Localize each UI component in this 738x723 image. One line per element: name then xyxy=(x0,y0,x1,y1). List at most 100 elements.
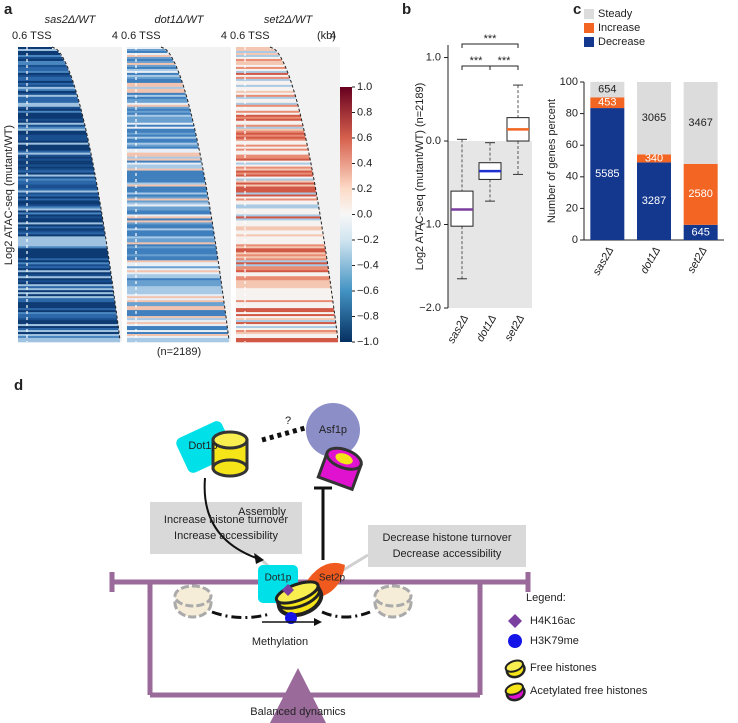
heatmap-row xyxy=(127,116,192,120)
heatmap-row xyxy=(127,318,227,321)
heatmap-row xyxy=(127,238,215,241)
arrow xyxy=(203,477,263,561)
heatmap-title: set2Δ/WT xyxy=(264,14,314,26)
tick-label: −0.4 xyxy=(357,259,379,271)
heatmap-row xyxy=(18,246,108,249)
heatmap-row xyxy=(18,278,112,281)
heatmap-row xyxy=(18,288,114,291)
heatmap-row xyxy=(236,260,328,263)
heatmap-row xyxy=(236,288,332,291)
panel-letter: b xyxy=(402,1,411,18)
tick-label: 0.0 xyxy=(357,208,372,220)
legend-diamond xyxy=(508,614,522,628)
heatmap-row xyxy=(236,336,338,339)
heatmap-row xyxy=(18,252,108,255)
heatmap-row xyxy=(127,270,220,273)
heatmap-row xyxy=(18,112,82,116)
h4k16ac-mark xyxy=(282,584,294,596)
heatmap-row xyxy=(18,260,110,263)
heatmap-row xyxy=(18,318,118,321)
legend-swatch xyxy=(584,23,594,33)
heatmap-row xyxy=(236,144,308,147)
heatmap-row xyxy=(236,180,315,183)
data-label: 645 xyxy=(691,226,709,238)
heatmap-row xyxy=(18,76,72,80)
heatmap-row xyxy=(236,214,320,217)
heatmap-row xyxy=(236,318,336,321)
heatmap-row xyxy=(127,82,183,86)
heatmap-row xyxy=(127,216,212,219)
heatmap-row xyxy=(127,47,161,50)
heatmap-row xyxy=(127,176,205,179)
label: Balanced dynamics xyxy=(250,706,346,718)
heatmap-row xyxy=(127,78,182,82)
axis-label: 0.6 TSS xyxy=(121,30,161,42)
heatmap-row xyxy=(236,256,327,259)
heatmap-row xyxy=(18,100,79,104)
heatmap-row xyxy=(236,246,326,249)
heatmap-row xyxy=(18,270,111,273)
heatmap-row xyxy=(236,74,289,78)
label: Increase accessibility xyxy=(174,530,278,542)
annotation: *** xyxy=(484,33,498,45)
legend-acetyl xyxy=(504,682,526,702)
dna xyxy=(321,610,371,619)
heatmap-row xyxy=(127,92,186,96)
heatmap-row xyxy=(127,70,179,74)
heatmap-row xyxy=(127,122,194,126)
heatmap-row xyxy=(127,248,217,251)
panel-letter: c xyxy=(573,1,581,18)
heatmap-row xyxy=(18,58,64,62)
heatmap-row xyxy=(18,56,63,60)
bar-segment xyxy=(590,108,625,240)
heatmap-row xyxy=(18,206,101,209)
bar-segment xyxy=(637,154,671,163)
heatmap-row xyxy=(236,104,298,108)
bar-segment xyxy=(637,162,671,240)
heatmap-row xyxy=(236,170,313,173)
heatmap-row xyxy=(18,78,73,82)
heatmap-row xyxy=(18,248,108,251)
tick-label: 1.0 xyxy=(426,51,441,63)
heatmap-row xyxy=(127,50,168,54)
heatmap-row xyxy=(236,50,277,54)
heatmap-title: sas2Δ/WT xyxy=(45,14,97,26)
heatmap-row xyxy=(127,132,196,136)
heatmap-row xyxy=(236,94,296,98)
heatmap-row xyxy=(236,270,329,273)
unit: (kb) xyxy=(317,30,336,42)
heatmap-row xyxy=(18,316,117,319)
heatmap-row xyxy=(236,78,291,82)
heatmap-row xyxy=(236,47,270,50)
heatmap-row xyxy=(127,302,225,305)
heatmap-row xyxy=(18,258,109,261)
heatmap-row xyxy=(18,330,119,333)
heatmap-row xyxy=(236,254,327,257)
heatmap-row xyxy=(236,64,285,68)
heatmap-row xyxy=(18,314,117,317)
heatmap-row xyxy=(127,80,182,84)
heatmap-row xyxy=(18,132,87,136)
heatmap-row xyxy=(236,160,311,163)
heatmap-row xyxy=(18,60,65,64)
heatmap-row xyxy=(127,258,218,261)
heatmap-row xyxy=(127,232,214,235)
heatmap-row xyxy=(18,298,115,301)
heatmap-row xyxy=(236,310,335,313)
tick-label: 0.4 xyxy=(357,157,372,169)
heatmap-row xyxy=(236,56,281,60)
annotation: *** xyxy=(498,55,512,67)
heatmap-row xyxy=(127,90,185,94)
box xyxy=(150,502,302,554)
heatmap-row xyxy=(127,174,205,177)
heatmap-row xyxy=(18,156,92,159)
heatmap-row xyxy=(236,302,334,305)
heatmap-row xyxy=(18,198,100,201)
heatmap-row xyxy=(18,234,106,237)
data-label: 2580 xyxy=(688,188,712,200)
heatmap-row xyxy=(18,282,113,285)
heatmap-row xyxy=(18,50,59,54)
heatmap-row xyxy=(236,112,300,116)
tick-label: −0.6 xyxy=(357,285,379,297)
heatmap-row xyxy=(236,118,302,122)
